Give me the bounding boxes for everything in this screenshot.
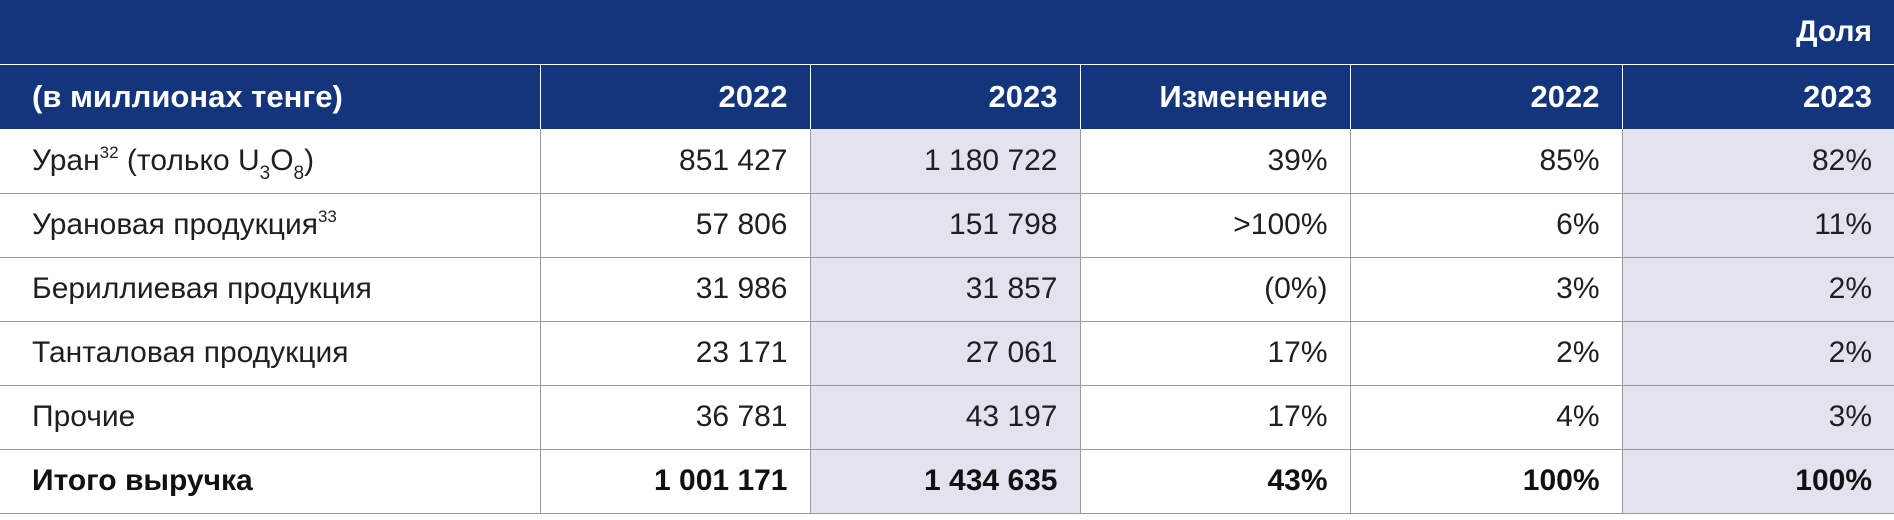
row-label: Танталовая продукция (0, 321, 540, 386)
row-label: Урановая продукция33 (0, 193, 540, 258)
value-2023: 27 061 (809, 321, 1080, 386)
change-value: >100% (1079, 193, 1350, 258)
row-label: Итого выручка (0, 449, 540, 514)
subscript: 3 (259, 162, 271, 184)
year-2022-header: 2022 (539, 64, 810, 129)
row-label-note: (только U (126, 143, 260, 177)
label-column-header: (в миллионах тенге) (0, 64, 540, 129)
total-row: Итого выручка 1 001 171 1 434 635 43% 10… (0, 449, 1894, 514)
share-2022-value: 3% (1349, 257, 1623, 322)
top-header-spacer (0, 0, 1623, 65)
share-2023-header: 2023 (1621, 64, 1894, 129)
top-header-row: Доля (0, 0, 1894, 65)
change-header: Изменение (1079, 64, 1350, 129)
row-label: Уран32 (только U3O8) (0, 129, 540, 194)
value-2022: 851 427 (539, 129, 810, 194)
row-label-note: O (270, 143, 294, 177)
subscript: 8 (293, 162, 305, 184)
share-2023-value: 2% (1621, 257, 1894, 322)
table-row: Прочие 36 781 43 197 17% 4% 3% (0, 385, 1894, 450)
table-row: Урановая продукция33 57 806 151 798 >100… (0, 193, 1894, 258)
change-value: 39% (1079, 129, 1350, 194)
share-2022-value: 85% (1349, 129, 1623, 194)
row-label-text: Уран (32, 143, 100, 177)
row-label: Прочие (0, 385, 540, 450)
table-row: Танталовая продукция 23 171 27 061 17% 2… (0, 321, 1894, 386)
year-2023-header: 2023 (809, 64, 1080, 129)
share-2023-value: 82% (1621, 129, 1894, 194)
value-2022: 36 781 (539, 385, 810, 450)
value-2022: 1 001 171 (539, 449, 810, 514)
row-label-text: Урановая продукция (32, 208, 318, 241)
share-header: Доля (1622, 0, 1894, 65)
value-2023: 31 857 (809, 257, 1080, 322)
footnote-marker: 33 (317, 207, 337, 226)
value-2023: 1 180 722 (809, 129, 1080, 194)
value-2023: 43 197 (809, 385, 1080, 450)
share-2023-value: 100% (1621, 449, 1894, 514)
value-2022: 31 986 (539, 257, 810, 322)
share-2023-value: 2% (1621, 321, 1894, 386)
change-value: (0%) (1079, 257, 1350, 322)
share-2022-value: 2% (1349, 321, 1623, 386)
change-value: 17% (1079, 321, 1350, 386)
change-value: 17% (1079, 385, 1350, 450)
row-label: Бериллиевая продукция (0, 257, 540, 322)
footnote-marker: 32 (99, 142, 119, 162)
share-2023-value: 11% (1621, 193, 1894, 258)
column-header-row: (в миллионах тенге) 2022 2023 Изменение … (0, 64, 1894, 129)
row-label-note: ) (304, 143, 315, 177)
share-2022-value: 4% (1349, 385, 1623, 450)
share-2023-value: 3% (1621, 385, 1894, 450)
share-2022-value: 6% (1349, 193, 1623, 258)
table-row: Бериллиевая продукция 31 986 31 857 (0%)… (0, 257, 1894, 322)
share-2022-header: 2022 (1349, 64, 1623, 129)
value-2023: 1 434 635 (809, 449, 1080, 514)
value-2022: 23 171 (539, 321, 810, 386)
value-2023: 151 798 (809, 193, 1080, 258)
share-2022-value: 100% (1349, 449, 1623, 514)
table-row: Уран32 (только U3O8) 851 427 1 180 722 3… (0, 129, 1894, 194)
value-2022: 57 806 (539, 193, 810, 258)
change-value: 43% (1079, 449, 1350, 514)
